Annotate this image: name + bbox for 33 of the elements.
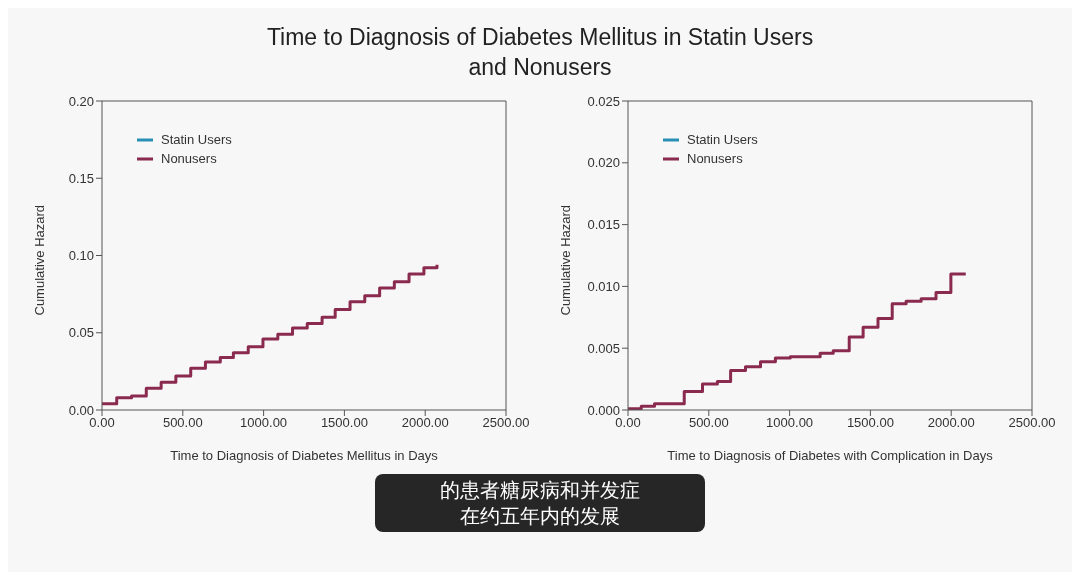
x-tick-label: 1500.00 — [846, 415, 894, 431]
x-tick-label: 0.00 — [89, 415, 115, 431]
y-tick-label: 0.005 — [587, 340, 620, 356]
legend-label: Nonusers — [687, 150, 743, 168]
y-tick-label: 0.025 — [587, 93, 620, 109]
y-tick-label: 0.20 — [68, 93, 94, 109]
y-axis-title: Cumulative Hazard — [31, 204, 47, 316]
x-axis-title: Time to Diagnosis of Diabetes Mellitus in Days — [170, 448, 439, 463]
x-tick-label: 0.00 — [615, 415, 641, 431]
x-tick-label: 500.00 — [688, 415, 729, 431]
y-tick-label: 0.05 — [68, 325, 94, 341]
y-tick-label: 0.020 — [587, 155, 620, 171]
y-axis-title: Cumulative Hazard — [557, 204, 573, 316]
legend-label: Statin Users — [161, 131, 232, 149]
x-axis-title: Time to Diagnosis of Diabetes with Complication in Days — [667, 448, 994, 463]
x-tick-label: 500.00 — [162, 415, 203, 431]
y-tick-label: 0.015 — [587, 217, 620, 233]
y-tick-label: 0.10 — [68, 248, 94, 264]
y-tick-label: 0.000 — [587, 402, 620, 418]
legend-label: Nonusers — [161, 150, 217, 168]
text: 的患者糖尿病和并发症在约五年内的发展 — [439, 478, 641, 529]
x-tick-label: 2000.00 — [927, 415, 975, 431]
x-tick-label: 1000.00 — [766, 415, 814, 431]
x-tick-label: 2500.00 — [1008, 415, 1056, 431]
legend-label: Statin Users — [687, 131, 758, 149]
chart-title: Time to Diagnosis of Diabetes Mellitus in Statin Users and Nonusers — [265, 23, 815, 82]
x-tick-label: 2500.00 — [482, 415, 530, 431]
x-tick-label: 2000.00 — [401, 415, 449, 431]
y-tick-label: 0.010 — [587, 279, 620, 295]
y-tick-label: 0.00 — [68, 402, 94, 418]
x-tick-label: 1500.00 — [320, 415, 368, 431]
y-tick-label: 0.15 — [68, 170, 94, 186]
x-tick-label: 1000.00 — [240, 415, 288, 431]
